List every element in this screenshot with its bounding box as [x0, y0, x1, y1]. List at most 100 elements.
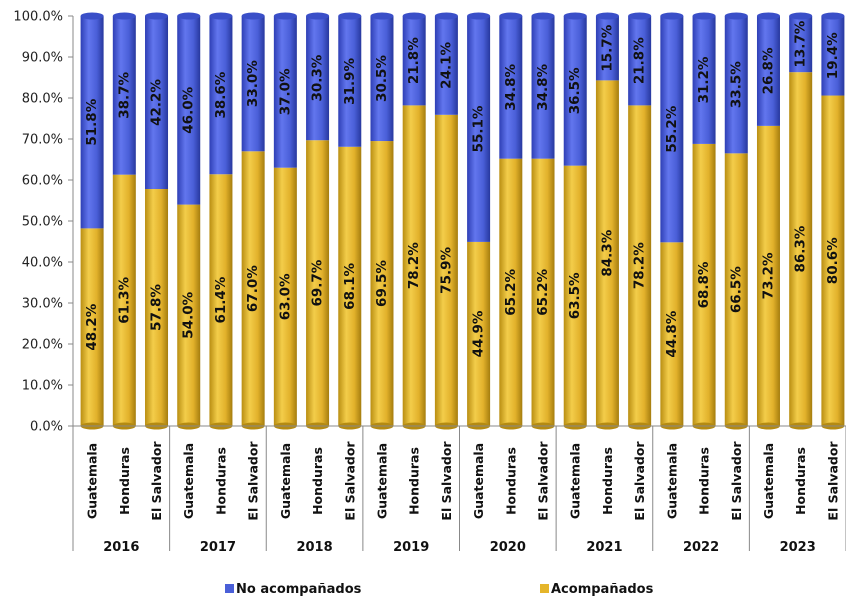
bar-acompanados: [209, 174, 233, 426]
x-group-label: 2021: [586, 540, 622, 555]
data-label: 80.6%: [825, 237, 841, 284]
bar-no-acompanados: [402, 16, 426, 106]
legend-label: Acompañados: [551, 582, 654, 597]
bar-acompanados: [595, 80, 619, 427]
bar-top-cap: [80, 12, 104, 20]
bar-acompanados: [821, 95, 845, 426]
data-label: 30.5%: [374, 55, 390, 102]
x-category-label: El Salvador: [825, 441, 840, 521]
bar-top-cap: [145, 12, 169, 20]
data-label: 38.7%: [116, 71, 132, 118]
bar-acompanados: [434, 114, 458, 426]
bars-layer: [80, 12, 845, 430]
bar-top-cap: [112, 12, 136, 20]
y-tick-label: 80.0%: [22, 92, 63, 107]
bar-top-cap: [531, 12, 555, 20]
legend-swatch-acompanados: [540, 584, 549, 593]
bar-no-acompanados: [467, 16, 491, 242]
data-label: 26.8%: [760, 47, 776, 94]
bar-top-cap: [660, 12, 684, 20]
data-label: 61.4%: [213, 276, 229, 323]
y-tick-label: 0.0%: [30, 420, 63, 435]
y-tick-label: 50.0%: [22, 215, 63, 230]
x-category-label: Guatemala: [664, 443, 679, 519]
data-label: 21.8%: [632, 37, 648, 84]
data-label: 65.2%: [535, 268, 551, 315]
x-category-label: Honduras: [407, 447, 422, 515]
bar-no-acompanados: [531, 16, 555, 159]
data-label: 30.3%: [310, 54, 326, 101]
data-label: 38.6%: [213, 71, 229, 118]
y-tick-label: 30.0%: [22, 297, 63, 312]
x-group-label: 2020: [490, 540, 526, 555]
bar-acompanados: [80, 228, 104, 426]
data-label: 13.7%: [793, 20, 809, 67]
bar-acompanados: [145, 189, 169, 426]
data-label: 69.7%: [310, 259, 326, 306]
bar-acompanados: [177, 204, 201, 426]
data-label: 33.5%: [728, 61, 744, 108]
bar-acompanados: [338, 146, 362, 427]
data-label: 57.8%: [149, 284, 165, 331]
bar-top-cap: [821, 12, 845, 20]
data-label: 63.0%: [277, 273, 293, 320]
bar-acompanados: [563, 165, 587, 426]
x-category-label: Guatemala: [85, 443, 100, 519]
bar-acompanados: [724, 153, 748, 426]
bar-acompanados: [273, 167, 297, 426]
bar-top-cap: [692, 12, 716, 20]
x-category-label: El Salvador: [536, 441, 551, 521]
x-category-label: Guatemala: [374, 443, 389, 519]
bar-top-cap: [209, 12, 233, 20]
bar-no-acompanados: [241, 16, 265, 152]
data-label: 15.7%: [599, 24, 615, 71]
x-group-label: 2023: [780, 540, 816, 555]
bar-no-acompanados: [821, 16, 845, 96]
data-label: 44.8%: [664, 310, 680, 357]
data-label: 42.2%: [149, 79, 165, 126]
data-label: 51.8%: [84, 98, 100, 145]
bar-top-cap: [499, 12, 523, 20]
x-category-label: Honduras: [600, 447, 615, 515]
data-label: 68.8%: [696, 261, 712, 308]
bar-no-acompanados: [177, 16, 201, 205]
y-tick-label: 10.0%: [22, 379, 63, 394]
bar-no-acompanados: [499, 16, 523, 159]
data-label: 34.8%: [503, 63, 519, 110]
data-label: 86.3%: [793, 225, 809, 272]
y-tick-label: 40.0%: [22, 256, 63, 271]
bar-acompanados: [756, 125, 780, 426]
bar-top-cap: [595, 12, 619, 20]
data-label: 37.0%: [277, 68, 293, 115]
data-label: 33.0%: [245, 60, 261, 107]
bar-no-acompanados: [434, 16, 458, 115]
bar-no-acompanados: [209, 16, 233, 175]
x-category-label: Honduras: [697, 447, 712, 515]
bar-no-acompanados: [306, 16, 330, 141]
bar-top-cap: [434, 12, 458, 20]
bar-no-acompanados: [595, 16, 619, 81]
data-label: 48.2%: [84, 303, 100, 350]
x-category-label: El Salvador: [439, 441, 454, 521]
bar-acompanados: [370, 141, 394, 427]
data-label: 66.5%: [728, 266, 744, 313]
x-category-label: El Salvador: [246, 441, 261, 521]
bar-top-cap: [241, 12, 265, 20]
bar-top-cap: [370, 12, 394, 20]
data-label: 61.3%: [116, 276, 132, 323]
x-category-label: Guatemala: [761, 443, 776, 519]
data-label: 65.2%: [503, 268, 519, 315]
data-label: 78.2%: [406, 242, 422, 289]
x-category-label: Guatemala: [278, 443, 293, 519]
legend: No acompañados Acompañados: [225, 582, 654, 597]
bar-no-acompanados: [724, 16, 748, 154]
data-labels-layer: 48.2% 51.8% 61.3% 38.7% 57.8% 42.2% 54.0% 46.0%…: [84, 20, 841, 357]
y-tick-label: 60.0%: [22, 174, 63, 189]
bar-no-acompanados: [273, 16, 297, 168]
data-label: 67.0%: [245, 265, 261, 312]
x-group-label: 2017: [200, 540, 236, 555]
x-axis: Guatemala Honduras El Salvador Guatemala Hon…: [72, 425, 846, 555]
y-tick-label: 70.0%: [22, 133, 63, 148]
bar-no-acompanados: [563, 16, 587, 166]
bar-acompanados: [499, 158, 523, 426]
